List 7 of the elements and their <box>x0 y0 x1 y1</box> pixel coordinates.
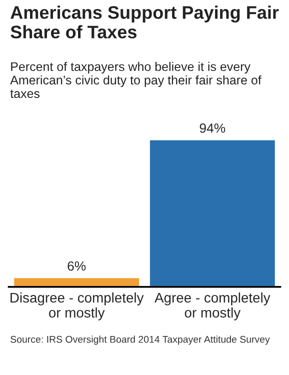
x-tick-label: Disagree - completely or mostly <box>10 292 144 320</box>
data-label: 6% <box>68 261 86 271</box>
data-label: 94% <box>200 123 226 133</box>
source-note: Source: IRS Oversight Board 2014 Taxpayer Attitude Survey <box>10 336 270 345</box>
x-tick-label: Agree - completely or mostly <box>154 292 270 320</box>
chart-subtitle: Percent of taxpayers who believe it is every American’s civic duty to pay their fair share of taxes <box>10 62 262 98</box>
chart-title: Americans Support Paying Fair Share of Taxes <box>10 6 279 38</box>
